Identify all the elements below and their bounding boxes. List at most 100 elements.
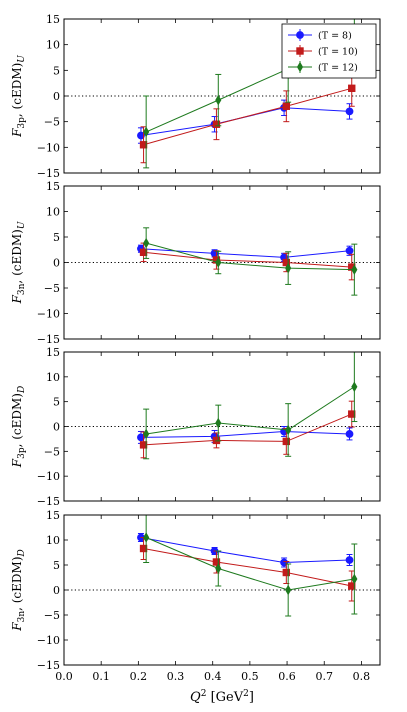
y-tick-label: 5 (53, 64, 60, 77)
y-tick-label: −5 (44, 609, 60, 622)
x-tick-label: 0.4 (204, 670, 222, 683)
series-t10-point (212, 558, 221, 566)
series-t10-point (139, 141, 148, 149)
series-t12-point (143, 428, 150, 440)
y-tick-label: −10 (37, 308, 60, 321)
x-tick-label: 0.6 (278, 670, 296, 683)
series-t12-line (146, 242, 355, 271)
series-t12-point (285, 424, 292, 436)
y-tick-label: 5 (53, 231, 60, 244)
x-axis-label: Q2 [GeV2] (190, 689, 254, 705)
y-tick-label: −5 (44, 445, 60, 458)
x-tick-label: 0.3 (167, 670, 185, 683)
y-tick-label: 15 (46, 13, 60, 26)
series-t8-point (345, 556, 354, 564)
series-t10-point (139, 544, 148, 553)
data-layer (137, 227, 358, 296)
panel-2: −15 −10 −5 0 5 10 15 F3n, (cEDM)U (10, 180, 381, 346)
x-tick-label: 0.2 (130, 670, 148, 683)
y-tick-label: −5 (44, 116, 60, 129)
y-tick-label: 5 (53, 396, 60, 409)
y-tick-label: 0 (53, 90, 60, 103)
x-tick-label: 0.5 (241, 670, 259, 683)
y-tick-label: −15 (37, 659, 60, 672)
panel-4: −15 −10 −5 0 5 10 15 F3n, (cEDM)D 0.0 0.1 0.2 0.3 0.… (10, 509, 381, 705)
y-tick-label: 10 (46, 534, 60, 547)
legend-entry-t10-label: (T = 10) (318, 47, 358, 58)
series-t10-point (282, 568, 291, 577)
series-t12-point (285, 262, 292, 274)
y-tick-label: 0 (53, 584, 60, 597)
legend: (T = 8) (T = 10) (T = 12) (281, 23, 377, 79)
series-t12-line (145, 537, 355, 591)
series-t12-point (215, 417, 222, 429)
series-t10-line (143, 548, 352, 587)
series-t8-point (137, 433, 145, 442)
series-t12-point (351, 264, 358, 275)
series-t10-point (139, 441, 148, 449)
y-tick-label: −15 (37, 333, 60, 346)
legend-entry-t8-marker (296, 31, 304, 39)
x-tick-label: 0.8 (353, 670, 371, 683)
panel-frame (63, 351, 381, 502)
y-tick-label: 15 (46, 180, 60, 193)
series-t12-point (215, 94, 222, 106)
y-tick-label: 5 (53, 559, 60, 572)
y-tick-label: 15 (46, 346, 60, 359)
series-t12-point (351, 573, 358, 585)
series-t12-line (146, 386, 355, 435)
series-t8-line (140, 430, 350, 438)
y-tick-label: −15 (37, 495, 60, 508)
series-t8-line (140, 107, 350, 137)
series-t10-point (348, 582, 356, 590)
y-tick-label: −10 (37, 141, 60, 154)
series-t8-point (345, 246, 354, 255)
series-t10-point (212, 120, 221, 128)
x-tick-label: 0.1 (92, 670, 110, 683)
y-tick-label: −10 (37, 634, 60, 647)
legend-entry-t12-label: (T = 12) (318, 63, 358, 74)
series-t10-point (282, 258, 291, 267)
series-t12-point (215, 257, 222, 268)
series-t8-line (140, 248, 350, 258)
y-tick-label: 10 (46, 206, 60, 219)
y-axis-label: F3n, (cEDM)U (10, 221, 27, 304)
y-tick-label: 10 (46, 371, 60, 384)
y-axis-label: F3n, (cEDM)D (10, 549, 27, 631)
data-layer (137, 515, 358, 617)
series-t8-line (140, 537, 350, 564)
series-t10-line (143, 413, 352, 446)
series-t12-point (143, 532, 150, 543)
y-tick-label: 10 (46, 39, 60, 52)
series-t12-point (285, 584, 292, 596)
y-axis-label: F3p, (cEDM)D (10, 386, 27, 468)
panel-frame (63, 185, 381, 340)
y-tick-label: −5 (44, 282, 60, 295)
y-tick-label: −10 (37, 470, 60, 483)
series-t10-point (282, 437, 291, 446)
y-tick-label: 0 (53, 421, 60, 434)
series-t10-line (143, 87, 352, 146)
legend-entry-t10-marker (296, 47, 304, 55)
series-t8-point (345, 107, 354, 116)
series-t12-point (215, 563, 222, 574)
series-t10-point (348, 410, 356, 418)
x-tick-label: 0.0 (55, 670, 73, 683)
series-t8-point (345, 430, 354, 438)
series-t10-point (348, 84, 356, 92)
panel-3: −15 −10 −5 0 5 10 15 F3p, (cEDM)D (10, 346, 381, 508)
legend-entry-t12-marker (296, 61, 304, 73)
panel-frame (63, 514, 381, 666)
legend-entry-t8-label: (T = 8) (318, 31, 352, 42)
y-tick-label: −15 (37, 167, 60, 180)
x-tick-label: 0.7 (315, 670, 333, 683)
series-t12-point (143, 237, 150, 249)
y-axis-label: F3p, (cEDM)U (10, 55, 27, 138)
data-layer (137, 352, 358, 460)
y-tick-label: 15 (46, 509, 60, 522)
series-t8-point (137, 131, 145, 140)
series-t12-point (351, 381, 358, 393)
series-t12-point (143, 126, 150, 138)
series-t10-line (143, 251, 352, 268)
